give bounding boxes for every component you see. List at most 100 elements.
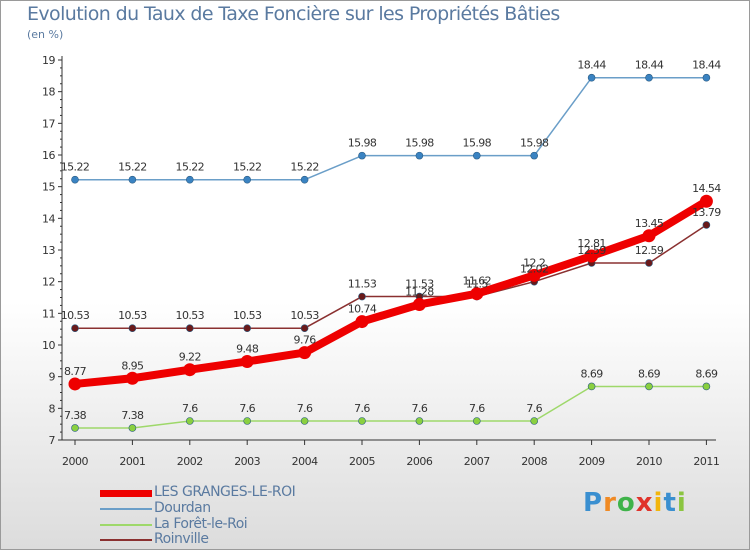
y-tick-label: 11: [42, 307, 55, 320]
data-point: [128, 424, 137, 432]
data-point: [183, 363, 197, 377]
data-label: 7.6: [469, 402, 485, 415]
y-tick-label: 18: [42, 86, 55, 99]
data-point: [240, 354, 254, 368]
data-point: [642, 229, 656, 243]
legend-label: Roinville: [154, 531, 209, 547]
data-point: [358, 151, 366, 160]
data-point: [587, 382, 596, 391]
data-label: 11.28: [405, 285, 434, 298]
y-tick-label: 8: [49, 402, 56, 415]
data-label: 10.53: [176, 309, 205, 322]
chart-title: Evolution du Taux de Taxe Foncière sur l…: [27, 3, 560, 25]
x-tick-label: 2008: [521, 455, 547, 468]
x-tick-label: 2011: [693, 455, 719, 468]
data-point: [587, 73, 596, 82]
x-tick-label: 2010: [636, 455, 662, 468]
data-label: 18.44: [692, 59, 721, 72]
data-point: [128, 175, 137, 184]
data-label: 15.98: [520, 137, 549, 150]
x-tick-label: 2006: [406, 455, 432, 468]
data-label: 11.53: [348, 278, 377, 291]
legend-label: La Forêt-le-Roi: [154, 516, 248, 532]
y-tick-label: 19: [42, 54, 55, 67]
y-tick-label: 12: [42, 276, 55, 289]
data-label: 15.98: [405, 137, 434, 150]
data-point: [585, 249, 599, 263]
data-point: [355, 315, 369, 329]
data-label: 18.44: [635, 59, 664, 72]
data-label: 14.54: [692, 182, 721, 195]
data-label: 12.81: [577, 237, 606, 250]
x-tick-label: 2003: [234, 455, 260, 468]
data-point: [702, 221, 711, 229]
data-point: [128, 324, 137, 333]
data-label: 15.22: [61, 161, 90, 174]
legend-swatch: [100, 489, 152, 497]
legend-swatch: [100, 524, 152, 526]
data-point: [125, 371, 139, 385]
x-tick-label: 2004: [292, 455, 318, 468]
legend-label: Dourdan: [154, 500, 211, 516]
data-label: 9.22: [179, 351, 201, 364]
x-tick-label: 2005: [349, 455, 375, 468]
legend-swatch: [100, 539, 152, 541]
x-tick-label: 2007: [464, 455, 490, 468]
data-label: 15.22: [118, 161, 147, 174]
data-point: [300, 175, 309, 184]
data-label: 7.6: [297, 402, 313, 415]
data-point: [243, 417, 251, 425]
data-point: [243, 324, 251, 333]
data-point: [186, 417, 194, 425]
data-point: [699, 194, 713, 208]
series-line: [74, 76, 708, 181]
data-label: 10.53: [118, 309, 147, 322]
y-tick-label: 14: [42, 212, 55, 225]
data-label: 12.59: [577, 244, 606, 257]
data-point: [645, 259, 653, 267]
data-label: 10.53: [290, 309, 319, 322]
data-point: [645, 382, 653, 391]
series-line: [74, 385, 708, 429]
data-label: 12.02: [520, 263, 549, 276]
data-point: [300, 324, 309, 333]
data-point: [530, 151, 539, 160]
data-point: [358, 292, 366, 301]
series-line: [74, 224, 708, 329]
y-tick-label: 17: [42, 117, 55, 130]
y-tick-label: 13: [42, 244, 55, 257]
y-tick-label: 10: [42, 339, 55, 352]
chart-unit: (en %): [27, 28, 64, 41]
data-label: 8.69: [695, 367, 718, 380]
data-point: [645, 73, 653, 82]
data-label: 7.6: [526, 402, 542, 415]
data-point: [186, 324, 194, 333]
data-label: 9.76: [294, 334, 317, 347]
x-tick-label: 2000: [62, 455, 88, 468]
data-label: 18.44: [577, 59, 606, 72]
x-tick-label: 2001: [119, 455, 145, 468]
data-label: 10.74: [348, 303, 377, 316]
data-point: [472, 417, 481, 425]
data-label: 7.38: [121, 409, 144, 422]
data-point: [527, 268, 541, 282]
data-label: 12.59: [635, 244, 664, 257]
legend-item: Dourdan: [100, 500, 360, 517]
data-label: 9.48: [236, 342, 259, 355]
data-point: [68, 377, 82, 391]
data-label: 11.5: [466, 278, 489, 291]
y-tick-label: 9: [49, 371, 56, 384]
data-label: 11.53: [405, 278, 434, 291]
data-label: 8.95: [121, 359, 144, 372]
data-point: [298, 346, 312, 360]
legend-swatch: [100, 508, 152, 510]
data-label: 13.79: [692, 206, 721, 219]
data-label: 15.22: [176, 161, 205, 174]
y-tick-label: 7: [49, 434, 56, 447]
data-point: [358, 417, 366, 425]
x-tick-label: 2002: [177, 455, 203, 468]
data-point: [415, 417, 424, 425]
data-point: [243, 175, 251, 184]
